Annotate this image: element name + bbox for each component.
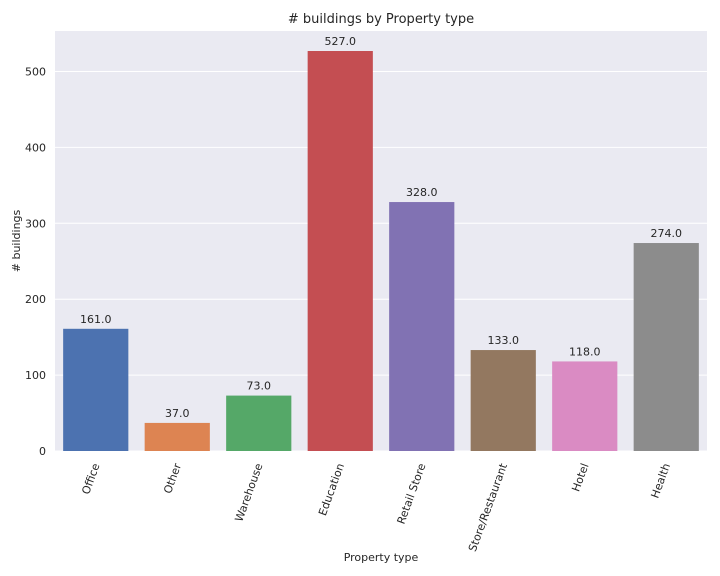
y-axis-ticks: 0 100 200 300 400 500	[25, 65, 46, 458]
y-tick-label: 300	[25, 217, 46, 230]
x-tick-label: Store/Restaurant	[466, 461, 510, 553]
y-tick-label: 200	[25, 293, 46, 306]
bar	[307, 51, 373, 451]
x-axis-label: Property type	[344, 551, 419, 564]
bar	[226, 395, 292, 451]
bar-value-label: 328.0	[406, 186, 438, 199]
bar-value-label: 527.0	[325, 35, 357, 48]
y-tick-label: 400	[25, 141, 46, 154]
bar-value-label: 161.0	[80, 313, 112, 326]
bar-value-labels: 161.0 37.0 73.0 527.0 328.0 133.0 118.0 274.0	[80, 35, 682, 420]
bar-value-label: 133.0	[488, 334, 520, 347]
bar-value-label: 118.0	[569, 345, 601, 358]
x-tick-label: Education	[316, 462, 347, 518]
x-tick-label: Warehouse	[232, 461, 265, 523]
bar-value-label: 73.0	[247, 380, 272, 393]
x-axis-ticks: Office Other Warehouse Education Retail Stor…	[79, 461, 673, 553]
x-tick-label: Retail Store	[395, 461, 429, 525]
y-axis-label: # buildings	[10, 209, 23, 272]
bar	[144, 422, 210, 451]
bar	[633, 243, 699, 451]
bar	[389, 202, 455, 451]
bar-value-label: 274.0	[651, 227, 683, 240]
x-tick-label: Other	[161, 461, 184, 495]
x-tick-label: Office	[79, 461, 102, 496]
y-tick-label: 0	[39, 445, 46, 458]
x-tick-label: Hotel	[569, 462, 591, 494]
y-tick-label: 100	[25, 369, 46, 382]
bar	[63, 328, 129, 451]
bar-value-label: 37.0	[165, 407, 190, 420]
bars	[63, 51, 699, 451]
chart-title: # buildings by Property type	[288, 12, 474, 27]
x-tick-label: Health	[648, 462, 673, 500]
y-tick-label: 500	[25, 65, 46, 78]
bar	[470, 350, 536, 451]
bar	[552, 361, 618, 451]
